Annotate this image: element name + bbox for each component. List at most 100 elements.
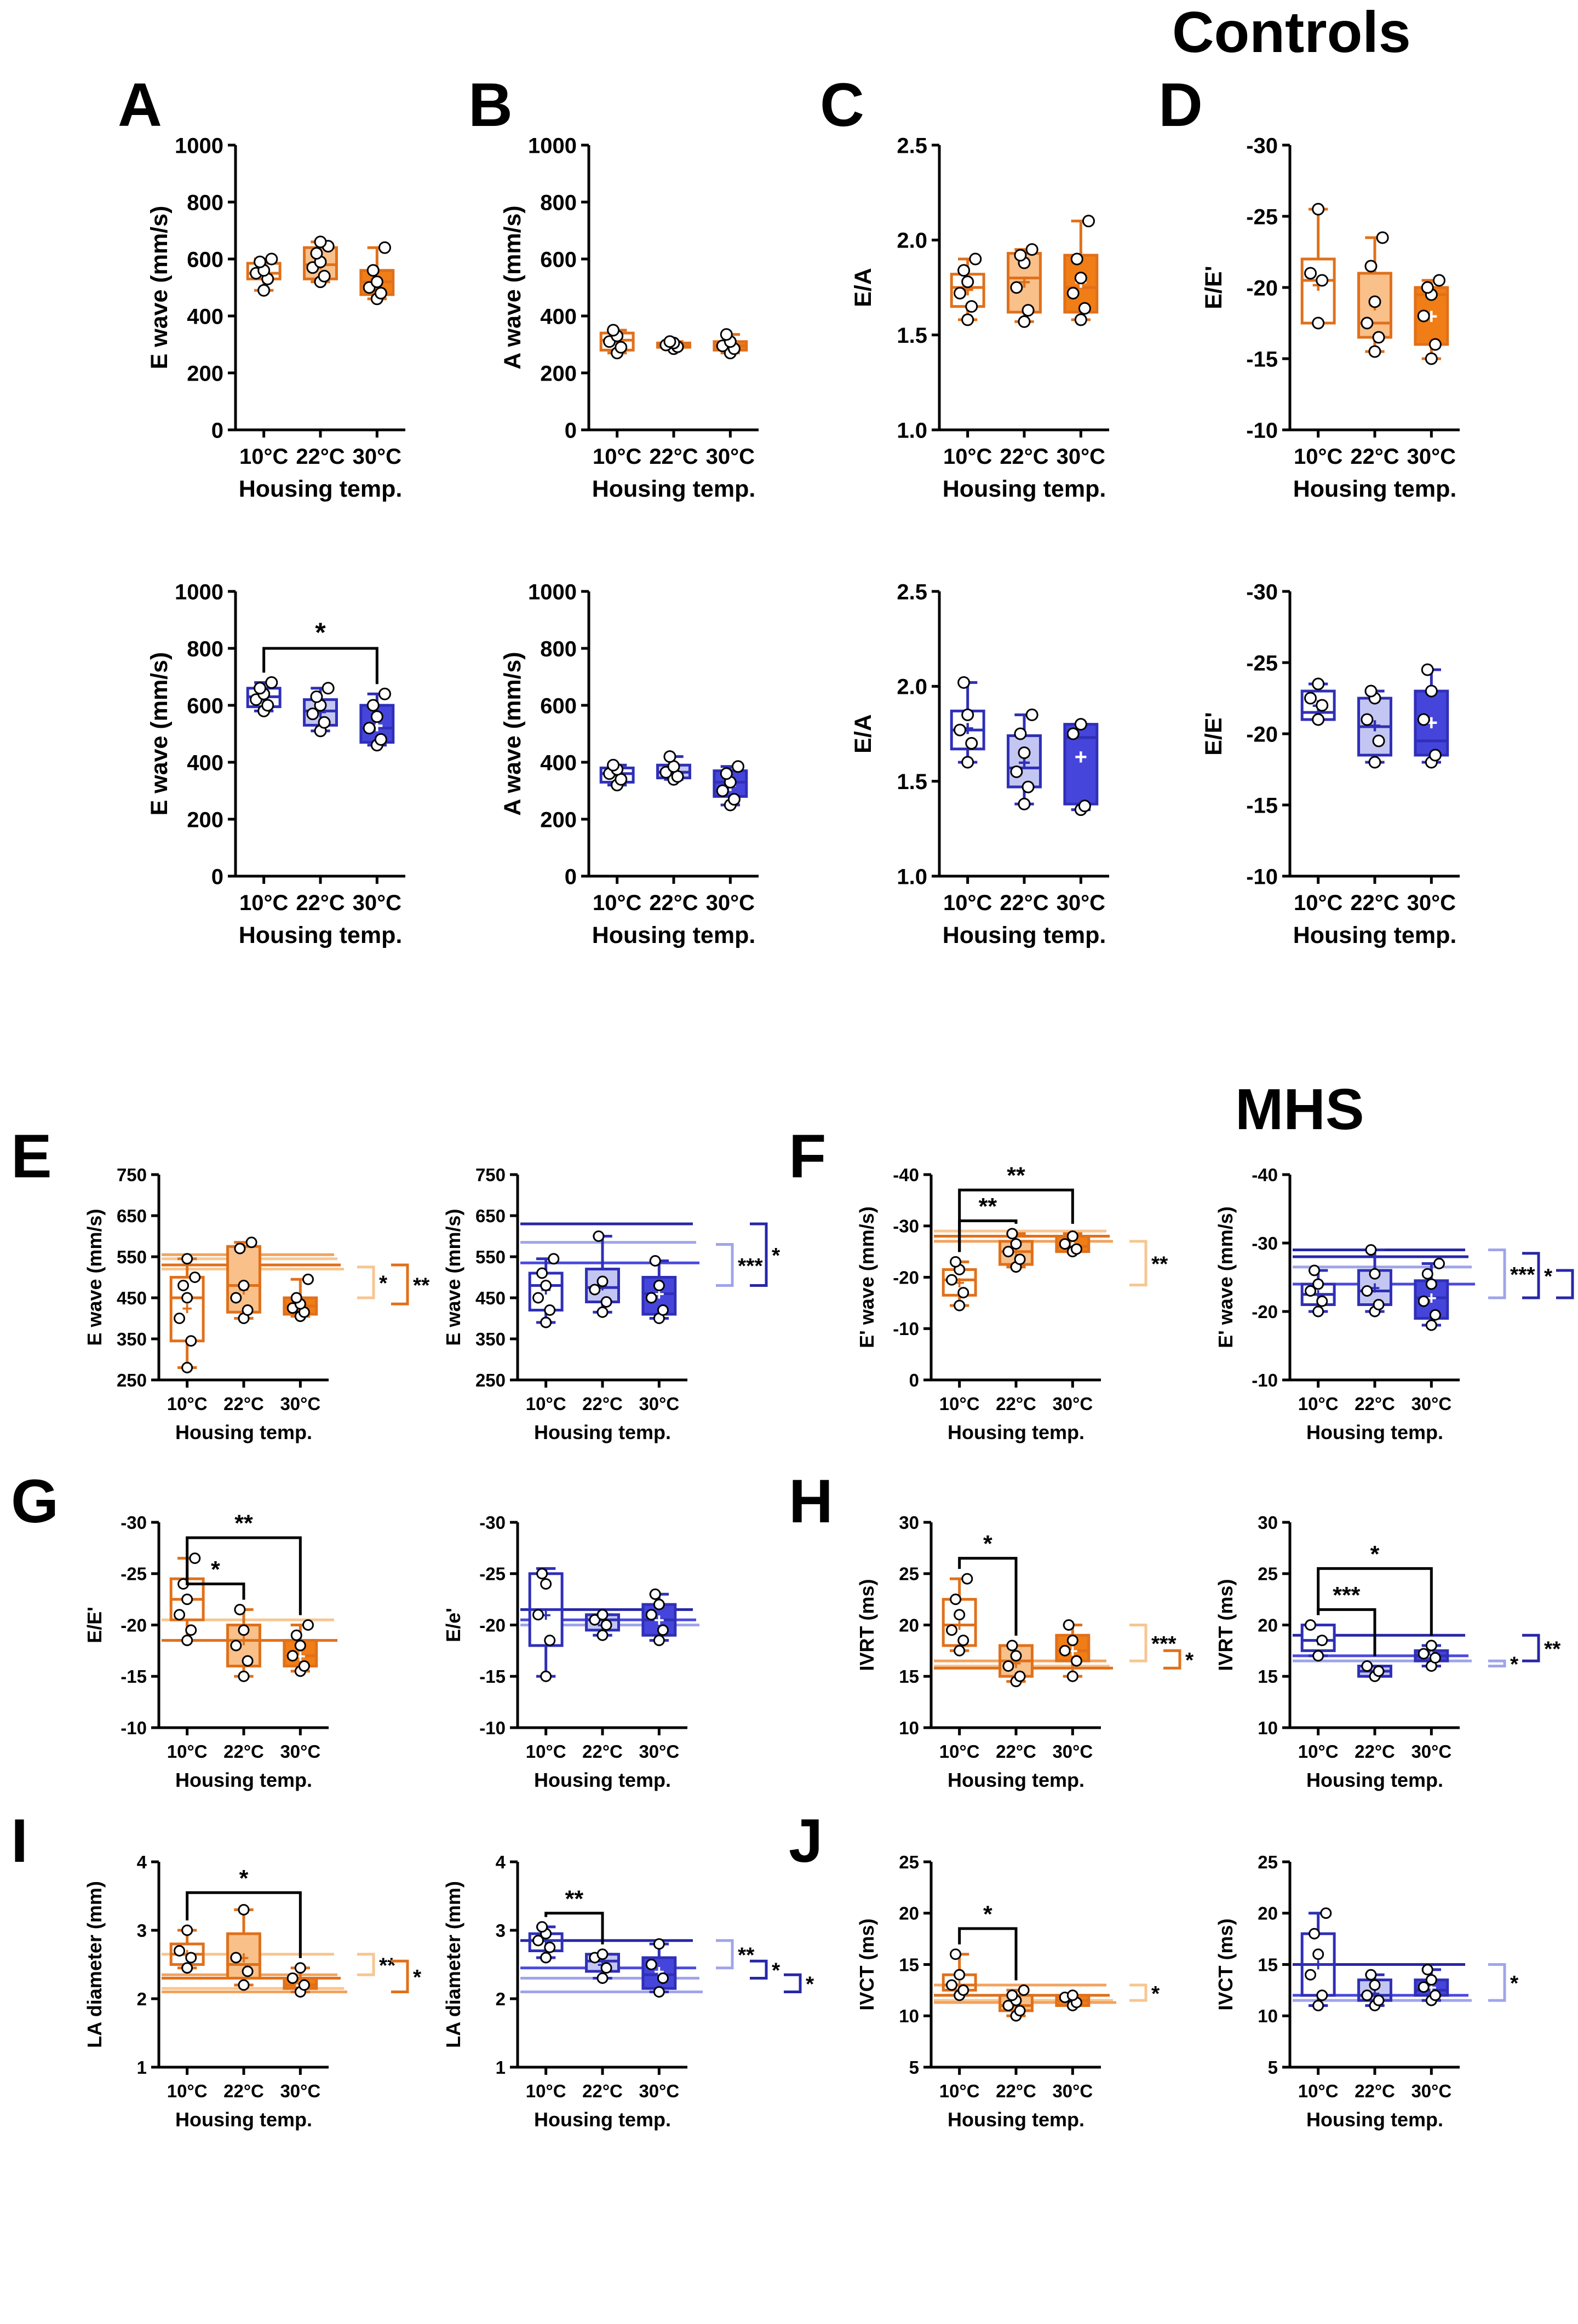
box-10°C: + [246, 676, 282, 717]
x-tick-label: 30°C [639, 1394, 679, 1414]
y-tick-label: 15 [899, 1666, 919, 1687]
box-10°C: + [169, 1924, 205, 1974]
data-point [181, 1635, 193, 1647]
box-30°C: + [1414, 663, 1449, 769]
data-point [1066, 1989, 1078, 2001]
y-tick-label: 1.0 [897, 865, 927, 889]
y-tick-label: 600 [540, 694, 577, 718]
data-point [1010, 765, 1023, 778]
data-point [532, 1935, 544, 1947]
chart-A-bot: 0 200 400 600 800 1000 10°C 22°C 30°C Housing tem… [146, 580, 405, 948]
y-tick-label: -25 [479, 1564, 506, 1584]
significance-label: ** [1007, 1163, 1025, 1189]
mean-marker: + [541, 1604, 551, 1625]
y-axis-title: IVRT (ms) [856, 1579, 878, 1671]
y-tick-label: 0 [211, 418, 223, 442]
data-point [1433, 1258, 1445, 1269]
data-point [1070, 1243, 1082, 1255]
data-point [1418, 1981, 1430, 1993]
significance-bracket [784, 1973, 802, 1993]
y-axis-title: E/A [850, 268, 876, 307]
x-axis-title: Housing temp. [592, 476, 756, 502]
significance-bracket [750, 1959, 768, 1980]
x-tick-label: 30°C [280, 1741, 320, 1762]
chart-I-left: I 1 2 3 4 10°C 22°C 30°C Housing temp. LA diamete… [11, 1807, 422, 2131]
data-point [957, 1287, 969, 1299]
box-30°C: + [641, 1588, 677, 1647]
significance-bracket [391, 1959, 409, 1993]
y-tick-label: 800 [187, 191, 223, 215]
panel-letter-I: I [11, 1807, 28, 1875]
data-point [177, 1280, 190, 1291]
data-point [1014, 249, 1027, 262]
significance-bracket [958, 1927, 1018, 1981]
data-point [1365, 1244, 1377, 1256]
box-22°C: + [303, 235, 338, 289]
panel-letter-A: A [118, 71, 162, 139]
chart-F-right: -10 -20 -30 -40 10°C 22°C 30°C Housing temp. E' … [1214, 1165, 1574, 1443]
y-tick-label: 200 [187, 361, 223, 386]
data-point [181, 1253, 193, 1265]
y-tick-label: 0 [565, 418, 577, 442]
data-point [238, 1624, 250, 1636]
significance-bracket [1129, 1624, 1147, 1663]
x-tick-label: 22°C [223, 1394, 264, 1414]
data-point [589, 1614, 601, 1626]
x-axis-title: Housing temp. [948, 1769, 1084, 1791]
y-tick-label: 15 [1258, 1666, 1278, 1687]
panel-letter-F: F [789, 1122, 826, 1190]
y-tick-label: 550 [117, 1247, 147, 1267]
data-point [1022, 780, 1035, 793]
box-22°C: + [1007, 243, 1042, 328]
data-point [532, 1292, 544, 1304]
y-tick-label: -10 [1246, 865, 1278, 889]
data-point [265, 676, 278, 689]
chart-E-right: 250 350 450 550 650 750 10°C 22°C 30°C Housing te… [442, 1165, 781, 1443]
box-22°C: + [656, 750, 691, 786]
y-tick-label: 650 [475, 1206, 506, 1226]
y-tick-label: 4 [496, 1852, 506, 1872]
data-point [230, 1640, 242, 1652]
box-30°C: + [1055, 1989, 1091, 2011]
mean-marker: + [961, 717, 974, 741]
significance-label: * [379, 1272, 388, 1296]
data-point [965, 300, 978, 313]
chart-J-right: 5 10 15 20 25 10°C 22°C 30°C Housing temp. IVCT (… [1214, 1852, 1519, 2131]
data-point [1074, 272, 1087, 285]
data-point [946, 1624, 958, 1636]
box-30°C: + [641, 1938, 677, 1998]
data-point [1373, 1994, 1385, 2006]
y-axis-title: E/e' [442, 1608, 464, 1642]
data-point [234, 1242, 246, 1255]
box-10°C: + [528, 1567, 564, 1682]
x-tick-label: 22°C [582, 2081, 623, 2101]
y-tick-label: 1 [137, 2057, 147, 2078]
y-tick-label: 1 [496, 2057, 506, 2078]
data-point [596, 1275, 609, 1287]
y-tick-label: 20 [1258, 1615, 1278, 1635]
data-point [318, 269, 331, 283]
y-tick-label: 400 [187, 304, 223, 329]
data-point [294, 1962, 306, 1974]
x-tick-label: 10°C [239, 891, 288, 915]
significance-bracket [262, 647, 378, 684]
y-tick-label: 15 [1258, 1954, 1278, 1975]
data-point [1059, 1238, 1071, 1250]
data-point [302, 1273, 314, 1285]
data-point [185, 1952, 197, 1964]
data-point [261, 699, 274, 712]
x-tick-label: 22°C [1355, 2081, 1395, 2101]
data-point [540, 1578, 552, 1590]
chart-H-left: H 10 15 20 25 30 10°C 22°C 30°C Housing temp. IVRT… [789, 1467, 1194, 1791]
data-point [1078, 799, 1091, 813]
x-axis-title: Housing temp. [239, 476, 403, 502]
data-point [540, 1952, 552, 1964]
x-tick-label: 30°C [1411, 2081, 1451, 2101]
y-axis-title: E wave (mm/s) [146, 206, 173, 370]
significance-label: * [239, 1865, 249, 1891]
y-tick-label: -20 [893, 1267, 919, 1287]
y-tick-label: 10 [1258, 1718, 1278, 1738]
data-point [1368, 345, 1381, 358]
data-point [1316, 699, 1329, 712]
data-point [290, 1629, 302, 1641]
